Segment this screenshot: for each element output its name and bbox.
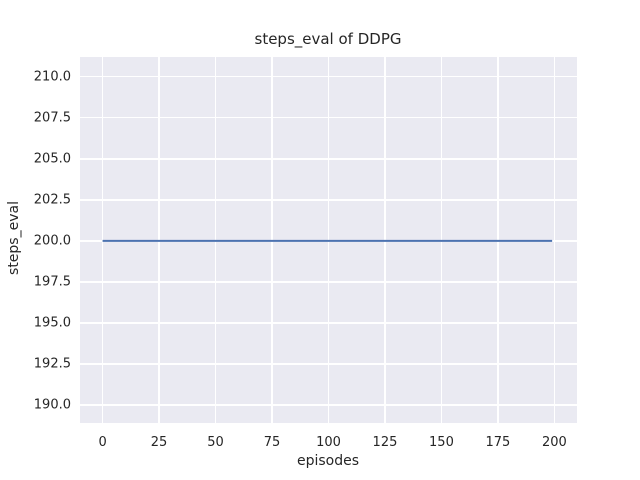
x-gridline — [101, 57, 104, 423]
x-tick-label: 75 — [263, 435, 281, 450]
y-tick-label: 202.5 — [33, 192, 71, 208]
y-gridline — [80, 158, 577, 160]
x-tick-label: 200 — [541, 435, 567, 450]
y-tick-label: 207.5 — [33, 110, 71, 126]
y-tick-label: 190.0 — [33, 397, 71, 413]
x-tick-label: 125 — [372, 435, 398, 450]
x-tick-label: 50 — [207, 435, 224, 450]
x-tick-label: 100 — [316, 435, 341, 450]
y-gridline — [80, 322, 577, 324]
line-series — [102, 239, 553, 242]
y-tick-label: 205.0 — [33, 151, 71, 167]
y-tick-label: 192.5 — [33, 356, 71, 372]
y-gridline — [80, 116, 577, 119]
y-gridline — [80, 281, 577, 283]
x-tick-label: 150 — [429, 435, 454, 450]
y-tick-label: 197.5 — [33, 274, 71, 290]
chart-title: steps_eval of DDPG — [254, 30, 402, 48]
y-gridline — [80, 404, 577, 406]
y-gridline — [80, 75, 577, 78]
x-tick-label: 175 — [485, 435, 511, 450]
x-gridline — [553, 57, 556, 423]
y-gridline — [80, 363, 577, 365]
y-tick-label: 210.0 — [33, 69, 71, 85]
x-tick-label: 0 — [98, 435, 107, 450]
y-tick-label: 195.0 — [33, 315, 71, 331]
y-tick-label: 200.0 — [33, 233, 71, 249]
plot-area — [80, 57, 577, 423]
y-gridline — [80, 199, 577, 201]
x-tick-label: 25 — [150, 435, 168, 450]
x-axis-label: episodes — [296, 453, 360, 469]
